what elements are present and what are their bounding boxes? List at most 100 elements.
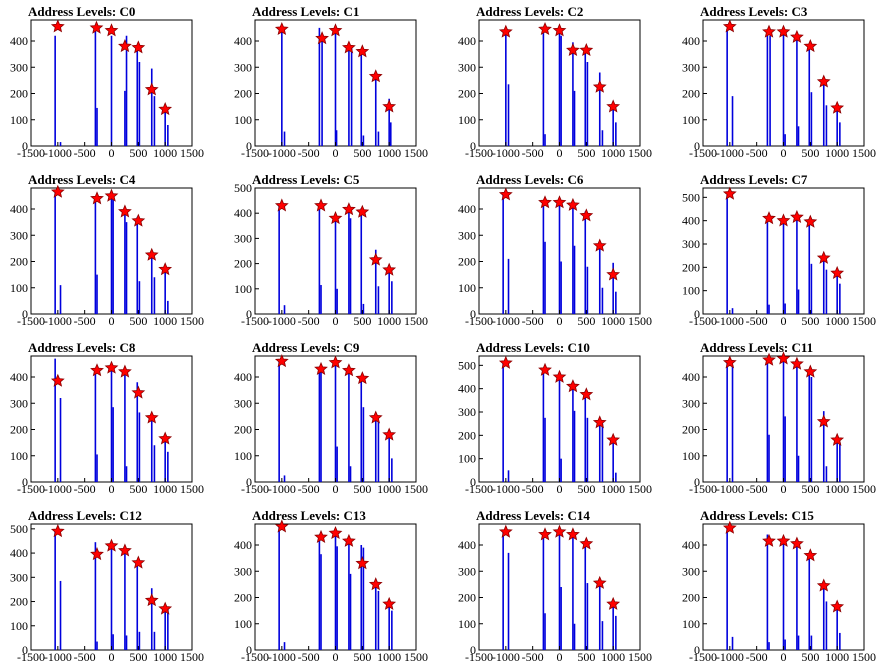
y-tick-label: 300 [234, 60, 252, 74]
x-tick-label: -1500 [241, 146, 269, 160]
x-tick-label: 1000 [153, 482, 177, 496]
bar [318, 27, 321, 146]
x-tick-label: -500 [298, 314, 320, 328]
y-tick-label: 0 [22, 139, 28, 153]
star-marker [722, 186, 737, 200]
bar [283, 475, 286, 482]
bar [349, 218, 352, 314]
x-tick-label: -1000 [716, 482, 744, 496]
star-marker [118, 364, 132, 378]
bar [164, 268, 166, 314]
star-marker [579, 42, 594, 57]
x-tick-label: 0 [333, 146, 339, 160]
star-marker [592, 79, 607, 93]
bar [797, 455, 800, 482]
x-tick-label: 1500 [628, 146, 652, 160]
chart-title: Address Levels: C9 [252, 340, 360, 355]
y-tick-label: 100 [10, 449, 28, 463]
y-tick-label: 100 [10, 281, 28, 295]
x-tick-label: 500 [353, 146, 371, 160]
bar [612, 104, 614, 146]
bar [731, 636, 734, 650]
bar [502, 363, 504, 482]
bar [544, 613, 546, 650]
x-tick-label: 1500 [628, 650, 652, 664]
star-marker [315, 31, 329, 45]
bar [377, 590, 380, 650]
chart-title: Address Levels: C0 [28, 4, 136, 19]
star-marker [579, 536, 594, 550]
bar [54, 193, 56, 314]
bar [150, 68, 153, 146]
y-tick-label: 300 [10, 570, 28, 584]
x-tick-label: 1000 [377, 482, 401, 496]
bar [572, 203, 574, 314]
bar [374, 75, 377, 146]
x-tick-label: 500 [353, 650, 371, 664]
bar [110, 35, 113, 146]
bar [349, 573, 352, 650]
y-tick-label: 400 [10, 34, 28, 48]
y-tick-label: 0 [22, 475, 28, 489]
x-tick-label: 500 [577, 314, 595, 328]
x-tick-label: -1000 [44, 146, 72, 160]
x-tick-label: -500 [746, 314, 768, 328]
chart-panel: 0 100 200 300 400 -1500 -1000 -500 0 500 1000 1500 A… [672, 504, 896, 672]
bar [112, 407, 114, 482]
star-marker [328, 23, 343, 37]
y-tick-label: 0 [22, 307, 28, 321]
star-marker [579, 387, 594, 401]
star-marker [592, 415, 607, 429]
x-tick-label: -1000 [716, 650, 744, 664]
bar [558, 30, 561, 146]
x-tick-label: -500 [298, 146, 320, 160]
bar [136, 560, 139, 650]
bar [726, 361, 728, 482]
x-tick-label: -1000 [44, 482, 72, 496]
star-marker [50, 373, 65, 387]
star-marker [592, 575, 607, 589]
y-tick-label: 200 [234, 257, 252, 271]
x-tick-label: -1500 [17, 314, 45, 328]
x-tick-label: 0 [557, 314, 563, 328]
bar [810, 263, 813, 314]
star-marker [382, 427, 397, 441]
star-marker [158, 431, 173, 445]
y-tick-label: 200 [682, 260, 700, 274]
x-tick-label: -500 [522, 482, 544, 496]
x-tick-label: 1000 [601, 482, 625, 496]
y-tick-label: 0 [470, 139, 476, 153]
bar [726, 29, 728, 146]
bar [825, 269, 828, 314]
bar [796, 216, 798, 314]
bar [507, 552, 510, 650]
bar [278, 361, 280, 482]
x-tick-label: -500 [522, 650, 544, 664]
x-tick-label: -1000 [492, 146, 520, 160]
bar [797, 289, 800, 314]
bar [825, 601, 828, 650]
bar [768, 434, 770, 482]
y-tick-label: 400 [10, 546, 28, 560]
chart-svg: 0 100 200 300 400 -1500-1000 -500 0 500 1000 1500 [234, 519, 428, 664]
y-tick-label: 200 [10, 595, 28, 609]
bar [336, 446, 338, 482]
x-tick-label: 0 [781, 482, 787, 496]
star-marker [762, 211, 776, 225]
x-tick-label: 500 [801, 650, 819, 664]
x-tick-label: 1500 [180, 314, 204, 328]
star-marker [722, 520, 737, 534]
bar [782, 218, 785, 314]
bar [278, 526, 280, 650]
bar [59, 285, 62, 314]
star-marker [368, 410, 383, 424]
x-tick-label: -1000 [268, 650, 296, 664]
y-tick-label: 200 [10, 423, 28, 437]
bar [59, 398, 62, 482]
bar [96, 454, 98, 482]
x-tick-label: -1000 [492, 482, 520, 496]
star-marker [790, 536, 804, 550]
star-marker [382, 596, 397, 610]
bar [167, 451, 169, 482]
bar [124, 369, 126, 482]
